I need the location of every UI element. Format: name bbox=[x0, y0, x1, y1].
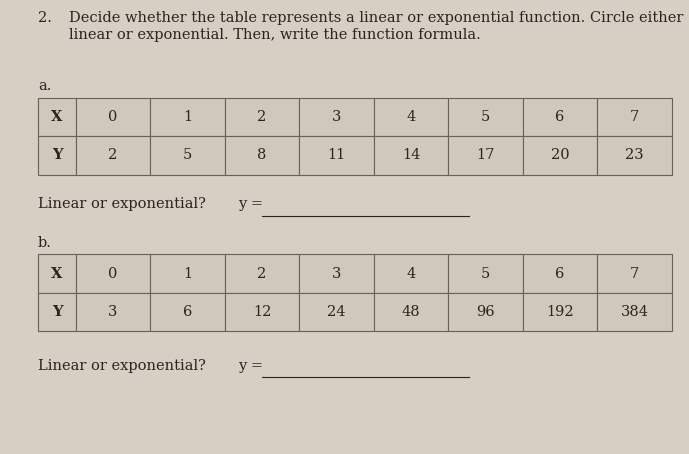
Text: 7: 7 bbox=[630, 110, 639, 124]
Text: 2.: 2. bbox=[38, 11, 52, 25]
Text: X: X bbox=[51, 110, 63, 124]
Text: 17: 17 bbox=[476, 148, 495, 163]
Bar bbox=[76, 98, 150, 136]
Bar bbox=[449, 136, 523, 175]
Text: Linear or exponential?: Linear or exponential? bbox=[38, 359, 206, 373]
Bar bbox=[225, 254, 299, 293]
Text: 6: 6 bbox=[555, 266, 565, 281]
Text: 2: 2 bbox=[258, 110, 267, 124]
Bar bbox=[38, 98, 76, 136]
Bar bbox=[38, 136, 76, 175]
Text: 0: 0 bbox=[108, 266, 118, 281]
Text: 6: 6 bbox=[555, 110, 565, 124]
Text: 2: 2 bbox=[108, 148, 118, 163]
Text: 192: 192 bbox=[546, 305, 574, 319]
Bar bbox=[150, 254, 225, 293]
Bar bbox=[523, 293, 597, 331]
Bar bbox=[449, 293, 523, 331]
Bar bbox=[299, 98, 373, 136]
Bar bbox=[299, 136, 373, 175]
Bar bbox=[597, 254, 672, 293]
Bar bbox=[225, 98, 299, 136]
Bar bbox=[523, 98, 597, 136]
Text: 14: 14 bbox=[402, 148, 420, 163]
Text: 11: 11 bbox=[327, 148, 346, 163]
Bar bbox=[597, 98, 672, 136]
Text: 7: 7 bbox=[630, 266, 639, 281]
Bar bbox=[150, 136, 225, 175]
Bar bbox=[76, 254, 150, 293]
Text: 4: 4 bbox=[407, 110, 415, 124]
Text: X: X bbox=[51, 266, 63, 281]
Text: 23: 23 bbox=[625, 148, 644, 163]
Bar bbox=[449, 254, 523, 293]
Bar bbox=[299, 293, 373, 331]
Text: Decide whether the table represents a linear or exponential function. Circle eit: Decide whether the table represents a li… bbox=[69, 11, 683, 42]
Bar bbox=[225, 293, 299, 331]
Text: 4: 4 bbox=[407, 266, 415, 281]
Text: 1: 1 bbox=[183, 266, 192, 281]
Bar bbox=[373, 136, 449, 175]
Bar bbox=[38, 293, 76, 331]
Text: Y: Y bbox=[52, 148, 62, 163]
Bar bbox=[597, 136, 672, 175]
Bar bbox=[523, 254, 597, 293]
Bar bbox=[373, 254, 449, 293]
Text: 2: 2 bbox=[258, 266, 267, 281]
Bar bbox=[597, 293, 672, 331]
Text: a.: a. bbox=[38, 79, 51, 94]
Text: Y: Y bbox=[52, 305, 62, 319]
Bar bbox=[76, 293, 150, 331]
Text: 3: 3 bbox=[108, 305, 118, 319]
Bar bbox=[373, 98, 449, 136]
Text: 0: 0 bbox=[108, 110, 118, 124]
Text: 5: 5 bbox=[481, 266, 490, 281]
Text: 96: 96 bbox=[476, 305, 495, 319]
Text: 384: 384 bbox=[621, 305, 648, 319]
Text: 5: 5 bbox=[481, 110, 490, 124]
Bar bbox=[150, 293, 225, 331]
Text: 3: 3 bbox=[332, 110, 341, 124]
Text: 24: 24 bbox=[327, 305, 346, 319]
Text: 8: 8 bbox=[258, 148, 267, 163]
Text: 20: 20 bbox=[551, 148, 569, 163]
Bar bbox=[150, 98, 225, 136]
Text: y =: y = bbox=[238, 359, 263, 373]
Bar bbox=[449, 98, 523, 136]
Bar bbox=[373, 293, 449, 331]
Bar bbox=[225, 136, 299, 175]
Bar bbox=[299, 254, 373, 293]
Text: 6: 6 bbox=[183, 305, 192, 319]
Text: b.: b. bbox=[38, 236, 52, 250]
Text: y =: y = bbox=[238, 197, 263, 212]
Bar bbox=[38, 254, 76, 293]
Text: Linear or exponential?: Linear or exponential? bbox=[38, 197, 206, 212]
Text: 1: 1 bbox=[183, 110, 192, 124]
Text: 48: 48 bbox=[402, 305, 420, 319]
Bar bbox=[76, 136, 150, 175]
Text: 5: 5 bbox=[183, 148, 192, 163]
Text: 12: 12 bbox=[253, 305, 271, 319]
Text: 3: 3 bbox=[332, 266, 341, 281]
Bar bbox=[523, 136, 597, 175]
